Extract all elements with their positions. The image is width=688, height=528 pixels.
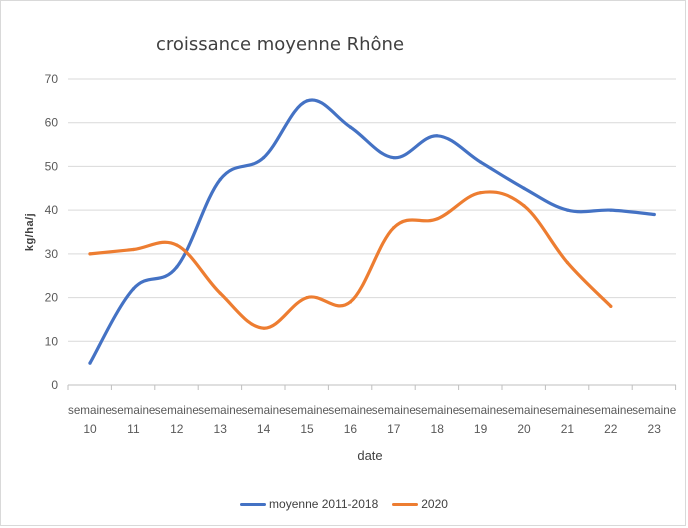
series-lines (88, 98, 656, 365)
data-point (522, 204, 526, 208)
x-tick-label: 15 (300, 422, 314, 436)
series-line-1 (88, 98, 656, 365)
legend-label-series-2: 2020 (421, 497, 448, 511)
data-point (262, 326, 266, 330)
y-tick-label: 50 (45, 159, 59, 173)
y-tick-label: 10 (45, 334, 59, 348)
data-point (305, 295, 309, 300)
x-tick-label: 21 (561, 422, 575, 436)
x-tick-label: 17 (387, 422, 401, 436)
data-point (435, 134, 439, 138)
chart-title: croissance moyenne Rhône (155, 34, 405, 55)
legend-item-series-1: moyenne 2011-2018 (240, 497, 378, 511)
x-axis-ticks: semaine 10 semaine 11 semaine 12 semaine 13 sema… (67, 385, 677, 436)
data-point (609, 208, 613, 212)
x-tick-label: semaine (155, 403, 199, 417)
x-tick-label: 14 (257, 422, 271, 436)
x-tick-label: semaine (285, 403, 329, 417)
y-tick-label: 70 (45, 72, 59, 86)
x-tick-label: semaine (372, 403, 416, 417)
data-point (175, 243, 179, 247)
x-tick-label: semaine (459, 403, 503, 417)
x-tick-label: 10 (83, 422, 97, 436)
legend-item-series-2: 2020 (392, 497, 448, 511)
x-tick-label: 11 (127, 422, 140, 436)
x-tick-label: semaine (502, 403, 546, 417)
x-tick-label: semaine (589, 403, 633, 417)
data-point (262, 156, 266, 160)
x-tick-label: 13 (214, 422, 228, 436)
data-point (522, 186, 526, 190)
x-tick-label: 20 (517, 422, 531, 436)
data-point (565, 261, 570, 265)
x-tick-label: semaine (545, 403, 589, 417)
data-point (175, 265, 179, 269)
data-point (131, 247, 135, 252)
data-point (609, 304, 613, 308)
data-point (348, 300, 352, 304)
legend-swatch-series-1 (240, 502, 267, 506)
data-point (565, 208, 570, 212)
x-axis-label: date (357, 448, 383, 463)
legend: moyenne 2011-2018 2020 (0, 497, 688, 511)
y-tick-label: 0 (51, 378, 58, 392)
data-point (218, 177, 222, 182)
data-point (479, 191, 483, 195)
x-tick-label: 16 (344, 422, 358, 436)
y-axis-ticks: 0 10 20 30 40 50 60 70 (45, 72, 59, 392)
x-tick-label: semaine (198, 403, 242, 417)
data-point (131, 287, 135, 291)
x-tick-label: semaine (632, 403, 676, 417)
data-point (305, 99, 309, 103)
gridlines (68, 78, 676, 386)
data-point (88, 252, 92, 256)
y-tick-label: 20 (45, 291, 59, 305)
y-tick-label: 30 (45, 247, 59, 261)
data-point (218, 291, 222, 295)
x-tick-label: 18 (431, 422, 445, 436)
x-tick-label: semaine (415, 403, 459, 417)
legend-swatch-series-2 (392, 502, 419, 506)
data-point (348, 125, 352, 129)
data-point (392, 226, 396, 230)
x-tick-label: 22 (604, 422, 618, 436)
x-tick-label: 23 (648, 422, 662, 436)
series-line-2 (88, 190, 613, 330)
data-point (652, 212, 656, 217)
legend-label-series-1: moyenne 2011-2018 (269, 497, 379, 511)
data-point (479, 160, 483, 164)
x-tick-label: semaine (111, 403, 155, 417)
x-tick-label: 19 (474, 422, 488, 436)
x-tick-label: semaine (328, 403, 372, 417)
y-tick-label: 40 (45, 203, 59, 217)
x-tick-label: 12 (170, 422, 184, 436)
y-tick-label: 60 (45, 116, 59, 130)
x-tick-label: semaine (242, 403, 286, 417)
data-point (392, 156, 396, 160)
x-tick-label: semaine (68, 403, 112, 417)
data-point (88, 361, 92, 365)
data-point (435, 217, 439, 221)
